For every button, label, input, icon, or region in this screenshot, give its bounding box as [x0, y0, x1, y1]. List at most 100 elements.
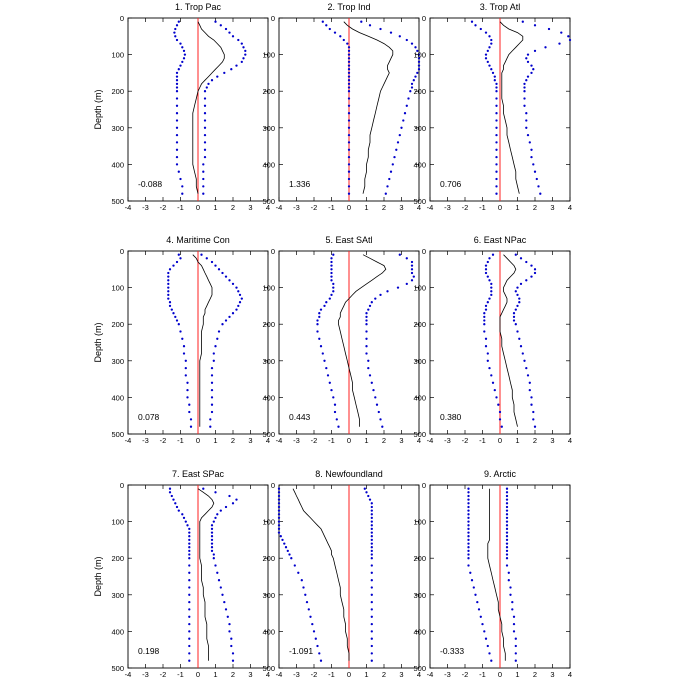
upper-bound-point: [365, 337, 368, 340]
upper-bound-point: [568, 38, 572, 42]
lower-bound-point: [332, 282, 335, 286]
lower-bound-point: [277, 516, 281, 520]
x-tick-label: 3: [399, 436, 403, 445]
upper-bound-point: [544, 46, 547, 49]
x-tick-label: -3: [293, 670, 300, 679]
lower-bound-point: [467, 527, 470, 531]
lower-bound-point: [339, 35, 342, 38]
lower-bound-point: [486, 260, 489, 264]
lower-bound-point: [170, 494, 173, 498]
upper-bound-point: [525, 57, 528, 60]
upper-bound-point: [231, 652, 235, 655]
lower-bound-point: [188, 586, 191, 589]
upper-bound-point: [207, 82, 210, 86]
lower-bound-point: [321, 20, 324, 23]
lower-bound-point: [325, 301, 328, 304]
lower-bound-point: [175, 71, 179, 75]
lower-bound-point: [172, 312, 175, 315]
lower-bound-point: [467, 502, 470, 505]
y-tick-label: 400: [413, 393, 426, 402]
mean-profile-line: [343, 21, 394, 194]
upper-bound-point: [224, 505, 228, 509]
y-tick-label: 0: [271, 14, 275, 23]
lower-bound-point: [179, 330, 182, 333]
lower-bound-point: [177, 323, 180, 326]
x-tick-label: 3: [248, 203, 252, 212]
y-tick-label: 200: [262, 554, 275, 563]
upper-bound-point: [514, 290, 517, 293]
lower-bound-point: [330, 293, 333, 297]
lower-bound-point: [277, 487, 281, 490]
upper-bound-point: [410, 86, 414, 89]
lower-bound-point: [483, 319, 486, 322]
lower-bound-point: [277, 527, 281, 531]
lower-bound-point: [170, 308, 173, 311]
lower-bound-point: [174, 502, 177, 505]
lower-bound-point: [500, 425, 503, 428]
upper-bound-point: [396, 286, 400, 289]
upper-bound-point: [221, 323, 224, 326]
upper-bound-point: [216, 75, 219, 78]
lower-bound-point: [186, 388, 189, 392]
lower-bound-point: [467, 549, 470, 553]
lower-bound-point: [188, 644, 191, 648]
lower-bound-point: [488, 257, 491, 260]
upper-bound-point: [210, 388, 214, 392]
lower-bound-point: [175, 119, 179, 122]
upper-bound-point: [202, 163, 205, 166]
upper-bound-point: [370, 524, 373, 527]
upper-bound-point: [210, 538, 214, 542]
lower-bound-point: [175, 260, 179, 264]
lower-bound-point: [469, 571, 472, 574]
upper-bound-point: [414, 75, 417, 78]
upper-bound-point: [224, 608, 228, 611]
x-tick-label: -2: [311, 203, 318, 212]
panel-title: 1. Trop Pac: [175, 2, 222, 12]
y-tick-label: 400: [111, 393, 124, 402]
upper-bound-point: [210, 260, 214, 264]
upper-bound-point: [518, 301, 521, 304]
lower-bound-point: [316, 323, 319, 326]
upper-bound-point: [370, 381, 373, 384]
lower-bound-point: [335, 418, 338, 421]
lower-bound-point: [179, 177, 182, 181]
upper-bound-point: [374, 297, 377, 300]
lower-bound-point: [175, 24, 179, 27]
upper-bound-point: [210, 527, 214, 531]
lower-bound-point: [483, 323, 486, 326]
lower-bound-point: [181, 337, 184, 340]
lower-bound-point: [188, 593, 191, 596]
lower-bound-point: [181, 185, 184, 188]
upper-bound-point: [200, 253, 203, 256]
upper-bound-point: [512, 622, 516, 626]
panel-6: -4 -3 -2 -1 0 1 2 3 4 0 100 200 300 400 500 6. East NPa…: [413, 235, 572, 445]
lower-bound-point: [277, 520, 281, 523]
upper-bound-point: [365, 319, 368, 322]
upper-bound-point: [533, 170, 537, 173]
x-tick-label: -4: [125, 436, 132, 445]
lower-bound-point: [168, 268, 172, 271]
x-tick-label: 0: [347, 670, 351, 679]
upper-bound-point: [370, 615, 373, 618]
panel-8: -4 -3 -2 -1 0 1 2 3 4 0 100 200 300 400 500 8. Newfound…: [262, 469, 421, 679]
y-axis-label: Depth (m): [93, 556, 103, 596]
x-tick-label: 4: [417, 436, 421, 445]
upper-bound-point: [567, 35, 570, 38]
lower-bound-point: [277, 502, 281, 505]
upper-bound-point: [230, 68, 233, 71]
upper-bound-point: [386, 290, 389, 293]
lower-bound-point: [189, 418, 193, 421]
y-tick-label: 200: [262, 320, 275, 329]
lower-bound-point: [347, 155, 351, 159]
upper-bound-point: [533, 271, 537, 275]
y-tick-label: 500: [111, 430, 124, 439]
lower-bound-point: [312, 630, 316, 633]
upper-bound-point: [210, 542, 214, 545]
upper-bound-point: [530, 396, 533, 399]
lower-bound-point: [182, 352, 186, 355]
x-tick-label: 0: [347, 203, 351, 212]
upper-bound-point: [516, 304, 519, 308]
y-tick-label: 300: [262, 357, 275, 366]
upper-bound-point: [533, 425, 537, 428]
panel-value-label: 0.380: [440, 412, 462, 422]
